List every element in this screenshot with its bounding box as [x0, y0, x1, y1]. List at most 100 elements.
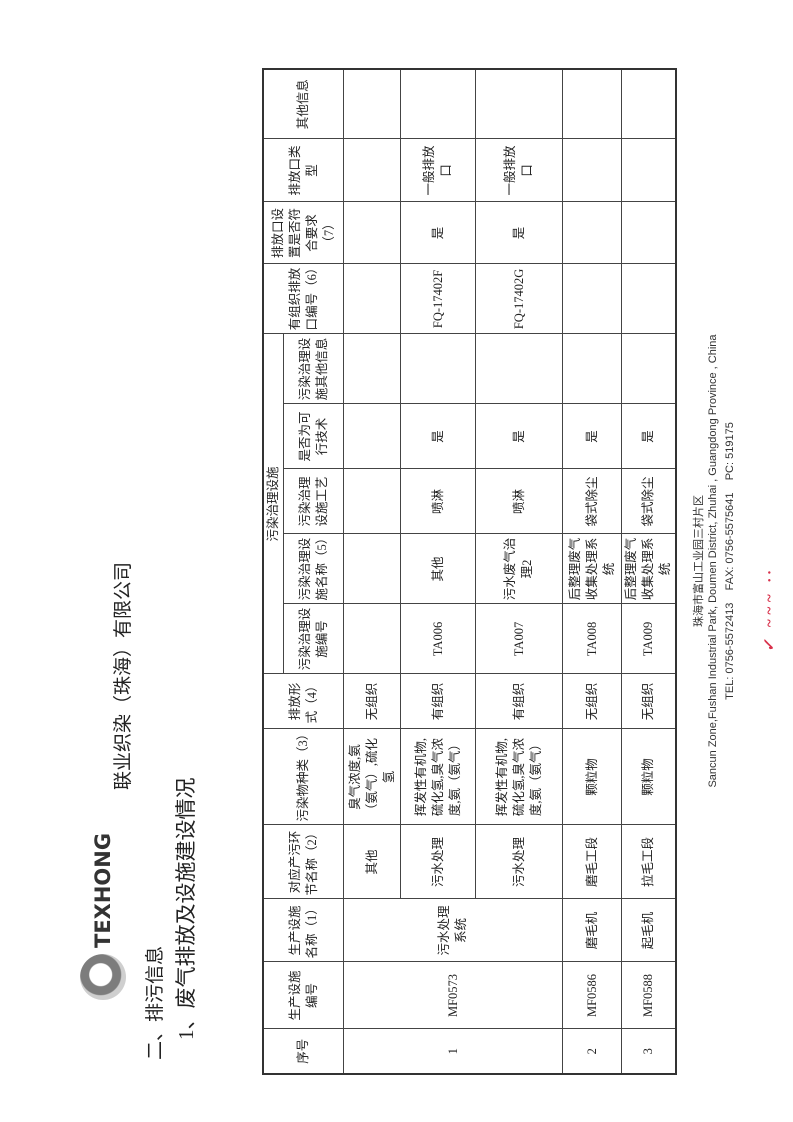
cell-facility-id: MF0588 [621, 962, 676, 1029]
header-other: 其他信息 [263, 68, 344, 139]
header-feasible: 是否为可行技术 [283, 404, 344, 469]
header-emission-form: 排放形式（4） [263, 674, 344, 729]
footer-contact: TEL: 0756-5572413 FAX: 0756-5575641 PC: … [724, 422, 736, 700]
cell-treatment-id: TA007 [475, 604, 563, 674]
cell-treatment-other [400, 333, 476, 404]
header-outlet-type: 排放口类型 [263, 138, 344, 202]
cell-pollutant: 挥发性有机物,硫化氢,臭气浓度,氨（氨气） [400, 729, 476, 825]
header-treatment-group: 污染治理设施 [263, 333, 284, 674]
cell-other [621, 68, 676, 139]
header-facility-id: 生产设施编号 [263, 962, 344, 1029]
header-treatment-name: 污染治理设施名称（5） [283, 532, 344, 604]
cell-treatment-other [562, 333, 622, 404]
cell-emission-form: 无组织 [343, 674, 401, 729]
header-pollutant: 污染物种类（3） [263, 728, 344, 825]
cell-outlet-ok [343, 201, 401, 264]
cell-treatment-other [475, 333, 563, 404]
cell-other [400, 68, 476, 139]
cell-process: 拉毛工段 [621, 825, 676, 899]
cell-outlet-ok: 是 [400, 201, 476, 264]
subsection-title: 1、废气排放及设施建设情况 [174, 777, 198, 1041]
cell-pollutant: 挥发性有机物,硫化氢,臭气浓度,氨（氨气） [475, 729, 563, 825]
cell-emission-form: 无组织 [621, 674, 676, 729]
cell-emission-form: 无组织 [562, 674, 622, 729]
footer-address-en: Sancun Zone,Fushan Industrial Park, Doum… [707, 334, 719, 788]
cell-feasible: 是 [562, 404, 622, 469]
cell-pollutant: 颗粒物 [562, 729, 622, 825]
header-seq: 序号 [263, 1029, 344, 1074]
cell-treatment-name: 其他 [400, 534, 476, 604]
cell-treatment-id: TA009 [621, 604, 676, 674]
section-title: 二、排污信息 [145, 945, 166, 1060]
header-facility-name: 生产设施名称（1） [263, 899, 344, 962]
cell-facility-id: MF0573 [343, 962, 563, 1029]
cell-process: 其他 [343, 825, 401, 899]
cell-treatment-tech: 袋式除尘 [562, 469, 622, 534]
emission-table: 序号 生产设施编号 生产设施名称（1） 对应产污环节名称（2） 污染物种类（3）… [262, 67, 677, 1075]
cell-outlet-type [621, 138, 676, 202]
cell-outlet-id [562, 263, 622, 334]
cell-treatment-other [621, 333, 676, 404]
cell-outlet-ok [621, 201, 676, 264]
cell-process: 污水处理 [475, 825, 563, 899]
cell-treatment-other [343, 333, 401, 404]
header-process: 对应产污环节名称（2） [263, 825, 344, 899]
cell-process: 污水处理 [400, 825, 476, 899]
cell-treatment-id: TA006 [400, 604, 476, 674]
cell-treatment-name [343, 534, 401, 604]
cell-seq: 3 [621, 1029, 676, 1074]
cell-treatment-name: 后整理废气收集处理系统 [562, 534, 622, 604]
cell-other [562, 68, 622, 139]
cell-facility-id: MF0586 [562, 962, 622, 1029]
texhong-logo: TEXHONG [80, 833, 126, 1000]
cell-process: 磨毛工段 [562, 825, 622, 899]
cell-feasible [343, 404, 401, 469]
logo-text: TEXHONG [91, 832, 115, 948]
cell-facility-name: 起毛机 [621, 899, 676, 962]
cell-feasible: 是 [400, 404, 476, 469]
header-treatment-tech: 污染治理设施工艺 [283, 469, 344, 534]
header-treatment-other: 污染治理设施其他信息 [283, 333, 344, 404]
table-row: 2 MF0586 磨毛机 磨毛工段 颗粒物 无组织 TA008 后整理废气收集处… [562, 68, 622, 1074]
cell-emission-form: 有组织 [400, 674, 476, 729]
cell-feasible: 是 [621, 404, 676, 469]
cell-treatment-name: 后整理废气收集处理系统 [621, 534, 676, 604]
cell-treatment-id: TA008 [562, 604, 622, 674]
cell-facility-name: 污水处理系统 [343, 899, 563, 962]
cell-pollutant: 颗粒物 [621, 729, 676, 825]
cell-treatment-name: 污水废气治理2 [475, 534, 563, 604]
cell-facility-name: 磨毛机 [562, 899, 622, 962]
cell-outlet-id [343, 263, 401, 334]
cell-outlet-id: FQ-17402G [475, 263, 563, 334]
handwritten-signature: ✓ ~~~ ·· [762, 566, 778, 652]
cell-seq: 2 [562, 1029, 622, 1074]
cell-treatment-tech [343, 469, 401, 534]
cell-outlet-id: FQ-17402F [400, 263, 476, 334]
header-outlet-ok: 排放口设置是否符合要求（7） [263, 201, 344, 264]
logo-ring-icon [80, 954, 126, 1000]
cell-outlet-ok [562, 201, 622, 264]
header-outlet-id: 有组织排放口编号（6） [263, 262, 344, 334]
footer-address-cn: 珠海市富山工业园三村片区 [693, 495, 705, 627]
cell-feasible: 是 [475, 404, 563, 469]
company-name: 联业织染（珠海）有限公司 [112, 561, 134, 790]
table-row: 1 MF0573 污水处理系统 其他 臭气浓度,氨（氨气）,硫化氢 无组织 [343, 68, 563, 1074]
cell-treatment-tech: 喷淋 [400, 469, 476, 534]
cell-other [475, 68, 563, 139]
cell-seq: 1 [343, 1029, 563, 1074]
cell-outlet-ok: 是 [475, 201, 563, 264]
cell-treatment-tech: 喷淋 [475, 469, 563, 534]
cell-outlet-type: 一般排放口 [475, 138, 563, 202]
cell-outlet-type [562, 138, 622, 202]
cell-treatment-id [343, 604, 401, 674]
cell-treatment-tech: 袋式除尘 [621, 469, 676, 534]
table-row: 3 MF0588 起毛机 拉毛工段 颗粒物 无组织 TA009 后整理废气收集处… [621, 68, 676, 1074]
cell-outlet-type [343, 138, 401, 202]
cell-other [343, 68, 401, 139]
cell-emission-form: 有组织 [475, 674, 563, 729]
cell-pollutant: 臭气浓度,氨（氨气）,硫化氢 [343, 729, 401, 825]
header-treatment-id: 污染治理设施编号 [283, 604, 344, 674]
cell-outlet-type: 一般排放口 [400, 138, 476, 202]
cell-outlet-id [621, 263, 676, 334]
